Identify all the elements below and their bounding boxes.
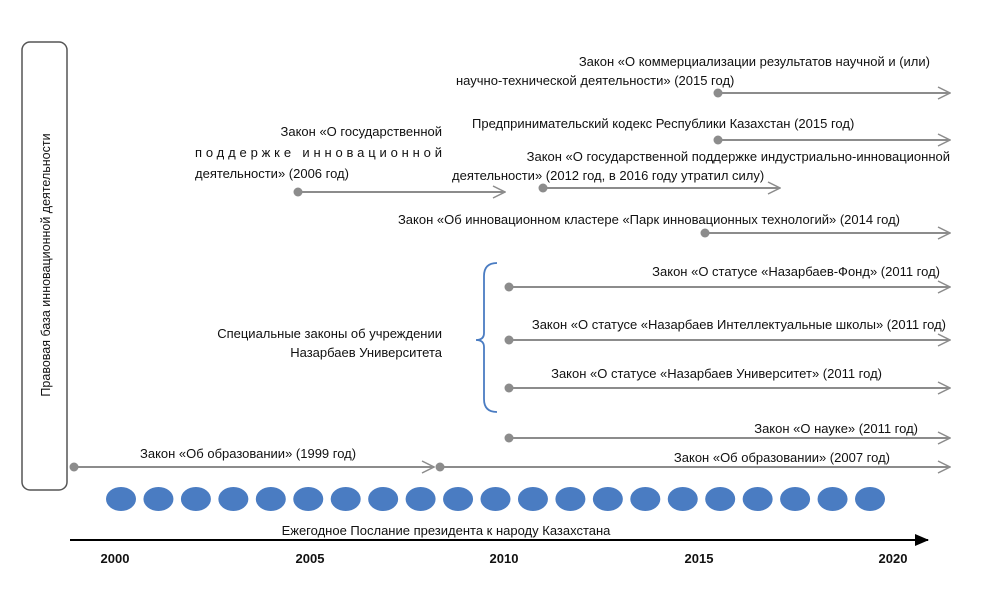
annual-message-dot — [330, 487, 361, 511]
annual-message-dot — [255, 487, 286, 511]
label-state-support-l3: деятельности» (2006 год) — [195, 166, 349, 181]
label-state-support-l1: Закон «О государственной — [281, 124, 442, 139]
annual-message-dot — [180, 487, 211, 511]
start-dot-industrial — [538, 183, 548, 193]
special-laws-label-l2: Назарбаев Университета — [290, 345, 443, 360]
start-dot-state-support — [293, 187, 303, 197]
annual-message-dot — [480, 487, 511, 511]
side-label: Правовая база инновационной деятельности — [39, 133, 53, 396]
start-dot-cluster — [700, 228, 710, 238]
label-entrepreneur-code: Предпринимательский кодекс Республики Ка… — [472, 116, 854, 131]
label-education-1999: Закон «Об образовании» (1999 год) — [140, 446, 356, 461]
annual-message-dot — [855, 487, 885, 511]
start-dot-commercialization — [713, 88, 723, 98]
year-2005: 2005 — [296, 551, 325, 566]
annual-message-dot — [667, 487, 698, 511]
year-2020: 2020 — [879, 551, 908, 566]
start-dot-science — [504, 433, 514, 443]
start-dot-university — [504, 383, 514, 393]
axis-label: Ежегодное Послание президента к народу К… — [282, 523, 612, 538]
special-laws-bracket — [475, 262, 498, 413]
annual-message-dots — [106, 487, 885, 511]
start-dot-entrepreneur-code — [713, 135, 723, 145]
annual-message-dot — [705, 487, 736, 511]
side-label-box — [21, 41, 68, 491]
annual-message-dot — [143, 487, 174, 511]
annual-message-dot — [555, 487, 586, 511]
label-university: Закон «О статусе «Назарбаев Университет»… — [551, 366, 882, 381]
start-dot-education-1999 — [69, 462, 79, 472]
annual-message-dot — [106, 487, 136, 511]
annual-message-dot — [405, 487, 436, 511]
label-schools: Закон «О статусе «Назарбаев Интеллектуал… — [532, 317, 946, 332]
year-2015: 2015 — [685, 551, 714, 566]
annual-message-dot — [817, 487, 848, 511]
special-laws-label-l1: Специальные законы об учреждении — [217, 326, 442, 341]
annual-message-dot — [780, 487, 811, 511]
year-2000: 2000 — [101, 551, 130, 566]
annual-message-dot — [218, 487, 249, 511]
annual-message-dot — [368, 487, 399, 511]
start-dot-education-2007 — [435, 462, 445, 472]
annual-message-dot — [517, 487, 548, 511]
label-commercialization-l2: научно-технической деятельности» (2015 г… — [456, 73, 734, 88]
label-industrial-l2: деятельности» (2012 год, в 2016 году утр… — [452, 168, 764, 183]
annual-message-dot — [592, 487, 623, 511]
label-cluster: Закон «Об инновационном кластере «Парк и… — [398, 212, 900, 227]
label-state-support-l2: поддержке инновационной — [195, 145, 442, 160]
annual-message-dot — [630, 487, 661, 511]
label-industrial-l1: Закон «О государственной поддержке индус… — [527, 149, 950, 164]
label-fund: Закон «О статусе «Назарбаев-Фонд» (2011 … — [652, 264, 940, 279]
label-education-2007: Закон «Об образовании» (2007 год) — [674, 450, 890, 465]
start-dot-fund — [504, 282, 514, 292]
annual-message-dot — [293, 487, 324, 511]
annual-message-dot — [742, 487, 773, 511]
start-dot-schools — [504, 335, 514, 345]
label-commercialization-l1: Закон «О коммерциализации результатов на… — [579, 54, 930, 69]
label-science: Закон «О науке» (2011 год) — [754, 421, 918, 436]
annual-message-dot — [443, 487, 474, 511]
year-2010: 2010 — [490, 551, 519, 566]
